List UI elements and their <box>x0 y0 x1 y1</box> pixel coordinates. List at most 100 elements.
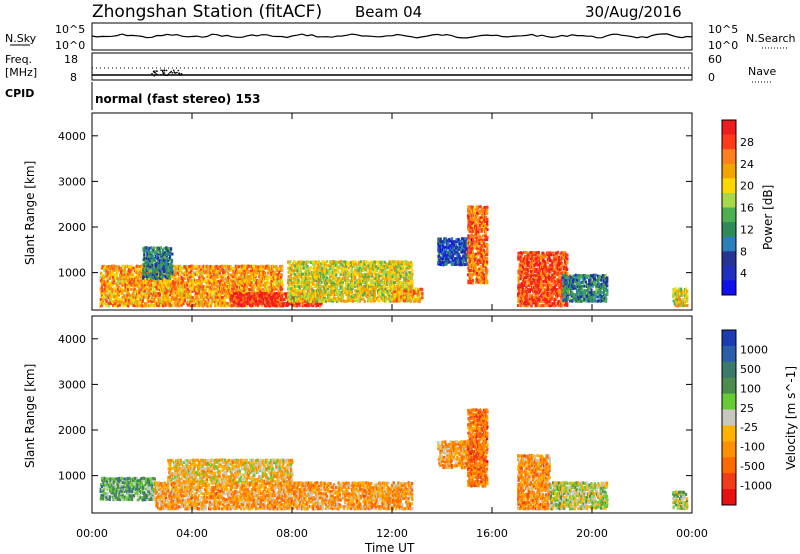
range-gate-cell <box>332 264 335 268</box>
range-gate-cell <box>113 304 116 308</box>
range-gate-cell <box>121 295 124 299</box>
range-gate-cell <box>265 283 268 286</box>
range-gate-cell <box>117 265 120 269</box>
range-gate-cell <box>216 273 219 277</box>
range-gate-cell <box>386 291 389 295</box>
range-gate-cell <box>103 279 106 283</box>
range-gate-cell <box>368 278 372 282</box>
range-gate-cell <box>176 304 179 308</box>
range-gate-cell <box>253 292 256 296</box>
range-gate-cell <box>148 246 151 250</box>
range-gate-cell <box>337 270 340 274</box>
range-gate-cell <box>366 270 369 274</box>
range-gate-cell <box>138 291 141 295</box>
range-gate-cell <box>200 273 203 277</box>
range-gate-cell <box>350 272 353 276</box>
range-gate-cell <box>308 271 311 275</box>
range-gate-cell <box>214 273 217 277</box>
range-gate-cell <box>288 285 291 289</box>
range-gate-cell <box>108 304 111 308</box>
range-gate-cell <box>373 290 376 294</box>
range-gate-cell <box>323 264 326 268</box>
range-gate-cell <box>217 302 220 306</box>
range-gate-cell <box>250 272 253 276</box>
range-gate-cell <box>116 289 119 293</box>
range-gate-cell <box>152 285 155 289</box>
range-gate-cell <box>173 269 176 273</box>
range-gate-cell <box>125 301 128 305</box>
range-gate-cell <box>409 290 412 293</box>
range-gate-cell <box>151 256 154 260</box>
range-gate-cell <box>199 281 202 285</box>
range-gate-cell <box>231 287 234 291</box>
range-gate-cell <box>229 304 232 308</box>
range-gate-cell <box>199 273 202 277</box>
range-gate-cell <box>298 260 301 264</box>
range-gate-cell <box>251 292 254 296</box>
range-gate-cell <box>145 275 148 278</box>
range-gate-cell <box>157 262 160 266</box>
range-gate-cell <box>355 264 358 268</box>
range-gate-cell <box>241 283 244 287</box>
range-gate-cell <box>257 279 260 283</box>
range-gate-cell <box>282 304 285 308</box>
range-gate-cell <box>355 297 358 301</box>
range-gate-cell <box>255 269 258 272</box>
range-gate-cell <box>140 268 143 272</box>
range-gate-cell <box>179 285 182 289</box>
range-gate-cell <box>216 287 219 291</box>
range-gate-cell <box>128 295 131 299</box>
range-gate-cell <box>276 274 279 278</box>
range-gate-cell <box>119 277 122 281</box>
range-gate-cell <box>107 296 110 300</box>
range-gate-cell <box>295 289 298 292</box>
range-gate-cell <box>363 262 366 266</box>
range-gate-cell <box>259 294 262 298</box>
range-gate-cell <box>400 271 403 275</box>
range-gate-cell <box>402 291 405 295</box>
range-gate-cell <box>222 289 225 293</box>
range-gate-cell <box>126 293 129 297</box>
range-gate-cell <box>373 280 377 284</box>
freq-dot <box>173 71 175 73</box>
range-gate-cell <box>226 266 229 270</box>
range-gate-cell <box>105 299 108 303</box>
range-gate-cell <box>327 293 330 297</box>
range-gate-cell <box>163 247 166 251</box>
range-gate-cell <box>142 271 145 274</box>
range-gate-cell <box>291 291 294 294</box>
range-gate-cell <box>160 253 163 256</box>
range-gate-cell <box>304 293 307 297</box>
range-gate-cell <box>230 268 233 272</box>
range-gate-cell <box>235 267 238 271</box>
range-gate-cell <box>139 293 142 297</box>
range-gate-cell <box>234 279 237 283</box>
range-gate-cell <box>280 275 283 279</box>
range-gate-cell <box>238 281 241 285</box>
range-gate-cell <box>117 304 120 308</box>
range-gate-cell <box>251 267 254 271</box>
range-gate-cell <box>373 264 376 268</box>
range-gate-cell <box>137 291 140 295</box>
range-gate-cell <box>333 278 336 282</box>
range-gate-cell <box>129 283 132 287</box>
range-gate-cell <box>153 270 156 274</box>
range-gate-cell <box>386 262 389 266</box>
range-gate-cell <box>395 297 398 301</box>
range-gate-cell <box>395 291 398 295</box>
range-gate-cell <box>344 270 347 274</box>
range-gate-cell <box>393 273 396 277</box>
range-gate-cell <box>270 285 274 289</box>
range-gate-cell <box>215 264 218 268</box>
range-gate-cell <box>104 288 107 292</box>
range-gate-cell <box>165 275 168 278</box>
range-gate-cell <box>299 299 302 303</box>
range-gate-cell <box>299 262 302 266</box>
range-gate-cell <box>169 252 172 256</box>
range-gate-cell <box>335 289 339 293</box>
range-gate-cell <box>340 295 343 299</box>
range-gate-cell <box>155 259 159 263</box>
range-gate-cell <box>321 267 324 271</box>
range-gate-cell <box>383 266 386 270</box>
range-gate-cell <box>185 290 188 293</box>
